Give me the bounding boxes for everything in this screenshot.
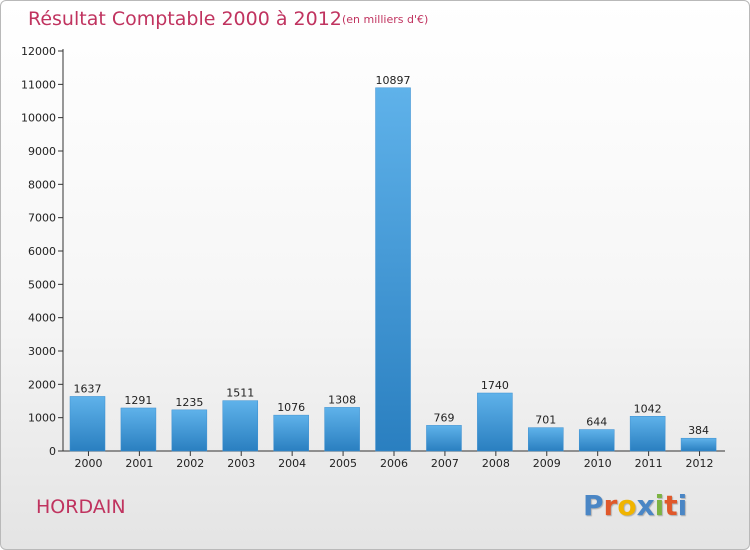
value-label-2007: 769 (433, 411, 454, 424)
x-tick-label-2010: 2010 (584, 457, 612, 470)
bar-2011 (629, 416, 666, 452)
logo-letter: i (677, 489, 688, 522)
y-tick-label: 3000 (28, 345, 56, 358)
logo-letter: i (654, 489, 665, 522)
bar-2006 (375, 87, 411, 452)
y-tick-label: 10000 (21, 112, 56, 125)
y-tick-label: 6000 (28, 245, 56, 258)
value-label-2008: 1740 (481, 379, 509, 392)
chart-subtitle: (en milliers d'€) (342, 13, 429, 26)
y-tick-label: 12000 (21, 45, 56, 58)
x-tick-label-2004: 2004 (278, 457, 306, 470)
x-tick-label-2001: 2001 (125, 457, 153, 470)
value-label-2010: 644 (586, 416, 607, 429)
y-tick-label: 1000 (28, 412, 56, 425)
bar-2007 (426, 425, 462, 452)
value-label-2003: 1511 (226, 387, 254, 400)
bar-2004 (273, 414, 309, 452)
x-tick-label-2003: 2003 (227, 457, 255, 470)
bar-2002 (171, 409, 208, 452)
y-tick-label: 11000 (21, 78, 56, 91)
x-tick-label-2009: 2009 (533, 457, 561, 470)
chart-title: Résultat Comptable 2000 à 2012 (28, 8, 342, 30)
value-label-2005: 1308 (328, 393, 356, 406)
y-tick-label: 0 (49, 445, 56, 458)
bar-2012 (680, 437, 717, 452)
value-label-2000: 1637 (74, 382, 102, 395)
x-tick-label-2012: 2012 (686, 457, 714, 470)
y-tick-label: 2000 (28, 378, 56, 391)
value-label-2004: 1076 (277, 401, 305, 414)
bar-2001 (120, 407, 157, 452)
chart-bars (69, 87, 717, 452)
x-tick-label-2006: 2006 (380, 457, 408, 470)
logo-letter: t (664, 489, 678, 522)
x-tick-label-2011: 2011 (635, 457, 663, 470)
logo-letter: r (603, 489, 618, 522)
chart-labels: 1637 2000 1291 2001 1235 2002 1511 2003 1076 2004… (74, 74, 714, 470)
bar-2000 (69, 396, 106, 452)
x-tick-label-2008: 2008 (482, 457, 510, 470)
x-tick-label-2000: 2000 (74, 457, 102, 470)
value-label-2009: 701 (535, 414, 556, 427)
x-tick-label-2002: 2002 (176, 457, 204, 470)
bar-2005 (324, 407, 360, 452)
bar-2009 (528, 427, 564, 452)
logo-letter: P (583, 489, 604, 522)
value-label-2011: 1042 (634, 402, 662, 415)
bar-2008 (477, 392, 513, 452)
y-tick-label: 5000 (28, 278, 56, 291)
y-tick-label: 7000 (28, 212, 56, 225)
y-tick-label: 8000 (28, 178, 56, 191)
x-tick-label-2007: 2007 (431, 457, 459, 470)
logo-letter: x (636, 489, 655, 522)
bar-2003 (222, 400, 259, 452)
bar-2010 (578, 429, 615, 452)
x-tick-label-2005: 2005 (329, 457, 357, 470)
value-label-2002: 1235 (175, 396, 203, 409)
town-name: HORDAIN (36, 496, 126, 518)
proxiti-logo[interactable]: Proxiti (583, 489, 687, 522)
value-label-2012: 384 (688, 424, 709, 437)
value-label-2001: 1291 (124, 394, 152, 407)
logo-letter: o (617, 489, 637, 522)
y-tick-label: 4000 (28, 312, 56, 325)
value-label-2006: 10897 (376, 74, 411, 87)
y-tick-label: 9000 (28, 145, 56, 158)
